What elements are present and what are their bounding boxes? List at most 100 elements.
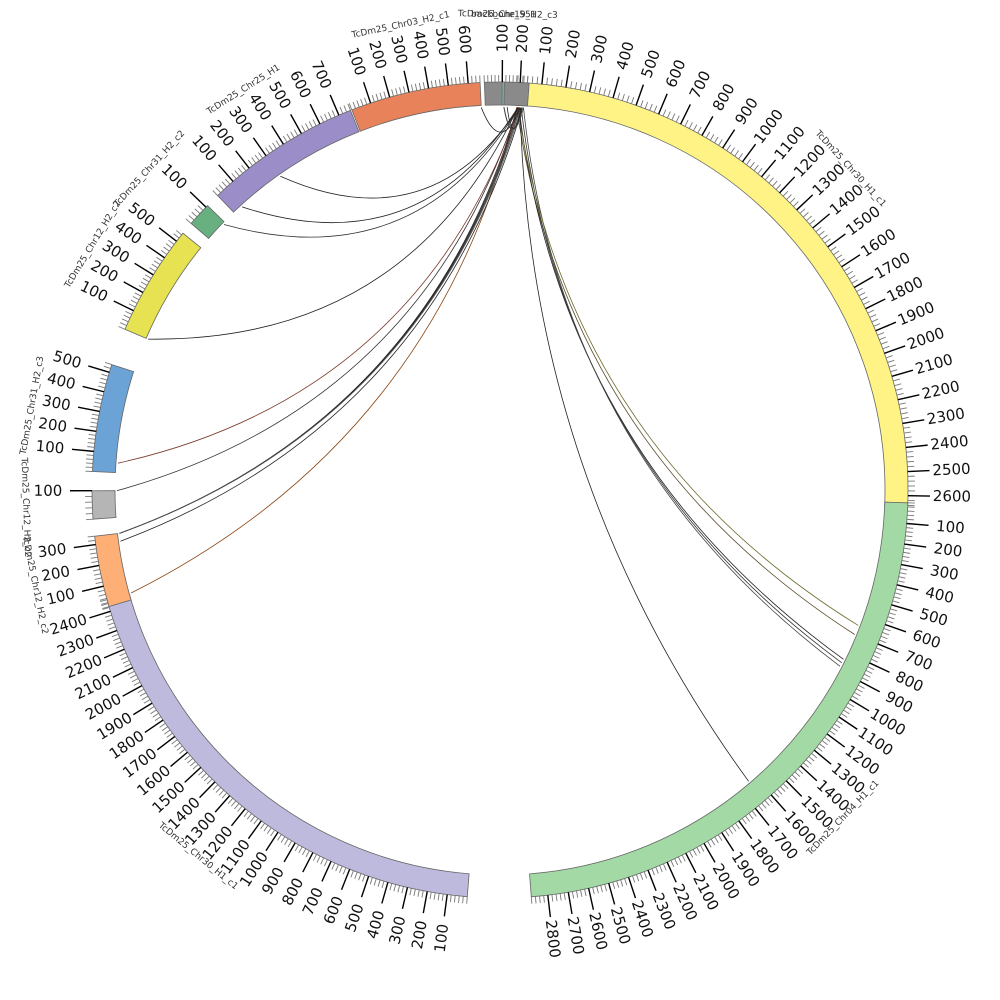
major-tick [71, 448, 94, 453]
minor-tick [342, 867, 347, 875]
minor-tick [371, 95, 375, 102]
minor-tick [904, 539, 912, 542]
minor-tick [604, 884, 607, 892]
minor-tick [418, 82, 422, 90]
minor-tick [128, 670, 135, 675]
major-tick [657, 93, 668, 115]
minor-tick [176, 745, 183, 751]
link-ribbon [519, 107, 749, 782]
minor-tick [280, 836, 286, 843]
minor-tick [734, 150, 740, 157]
minor-tick [684, 119, 689, 127]
minor-tick [175, 230, 182, 236]
minor-tick [286, 133, 291, 141]
minor-tick [87, 535, 95, 538]
major-tick [666, 861, 677, 883]
minor-tick [612, 881, 616, 889]
minor-tick [662, 863, 667, 871]
minor-tick [166, 732, 173, 738]
minor-tick [122, 659, 130, 664]
major-tick [760, 159, 777, 178]
minor-tick [880, 635, 888, 640]
minor-tick [227, 798, 234, 804]
segment-7 [190, 204, 225, 239]
minor-tick [275, 140, 281, 147]
minor-tick [877, 332, 885, 336]
minor-tick [215, 787, 222, 793]
minor-tick [358, 873, 362, 881]
major-tick [587, 888, 595, 910]
major-tick [812, 213, 831, 229]
minor-tick [179, 748, 186, 754]
minor-tick [831, 726, 838, 732]
major-tick [754, 807, 770, 826]
minor-tick [331, 862, 336, 870]
tick-label: 100 [431, 923, 453, 954]
minor-tick [362, 874, 366, 882]
minor-tick [437, 893, 440, 901]
major-tick [519, 60, 523, 83]
major-tick [785, 780, 803, 797]
minor-tick [773, 791, 780, 798]
minor-tick [184, 755, 191, 761]
minor-tick [134, 292, 142, 297]
minor-tick [555, 894, 558, 902]
minor-tick [237, 805, 243, 812]
minor-tick [331, 110, 336, 118]
minor-tick [324, 859, 328, 867]
minor-tick [674, 858, 679, 866]
minor-tick [890, 369, 898, 373]
minor-tick [89, 552, 97, 555]
minor-tick [749, 161, 755, 168]
minor-tick [836, 720, 843, 725]
tick-label: 500 [51, 347, 84, 372]
minor-tick [100, 602, 108, 605]
minor-tick [793, 201, 799, 207]
major-tick [738, 820, 753, 840]
minor-tick [107, 622, 115, 626]
minor-tick [203, 775, 210, 782]
minor-tick [767, 797, 773, 804]
minor-tick [90, 556, 98, 559]
minor-tick [886, 620, 894, 624]
minor-tick [191, 211, 198, 218]
tick-label: 300 [385, 914, 409, 946]
minor-tick [218, 184, 225, 191]
minor-tick [775, 184, 782, 190]
minor-tick [312, 119, 317, 126]
link-ribbon [241, 107, 519, 224]
major-tick [112, 667, 134, 678]
minor-tick [101, 373, 109, 377]
minor-tick [254, 154, 260, 161]
minor-tick [584, 83, 587, 92]
minor-tick [894, 592, 902, 596]
tick-label: 100 [344, 45, 370, 78]
minor-tick [356, 100, 360, 108]
minor-tick [751, 810, 757, 817]
tick-label: 2400 [930, 432, 970, 454]
minor-tick [221, 792, 228, 799]
major-tick [608, 883, 616, 905]
minor-tick [389, 883, 393, 891]
major-tick [891, 604, 913, 612]
minor-tick [369, 877, 373, 885]
tick-label: 500 [917, 605, 950, 630]
minor-tick [871, 318, 879, 323]
segment-6 [124, 232, 202, 339]
minor-tick [649, 103, 653, 111]
minor-tick [791, 774, 798, 781]
minor-tick [890, 608, 898, 612]
tick-label: 300 [387, 33, 411, 65]
major-tick [443, 894, 448, 917]
minor-tick [688, 122, 693, 129]
minor-tick [621, 93, 625, 101]
minor-tick [803, 762, 809, 768]
minor-tick [834, 723, 841, 729]
minor-tick [631, 96, 635, 104]
major-tick [612, 76, 620, 99]
major-tick [905, 444, 928, 449]
minor-tick [624, 878, 628, 886]
major-tick [800, 765, 818, 782]
minor-tick [189, 761, 196, 767]
minor-tick [463, 76, 465, 84]
